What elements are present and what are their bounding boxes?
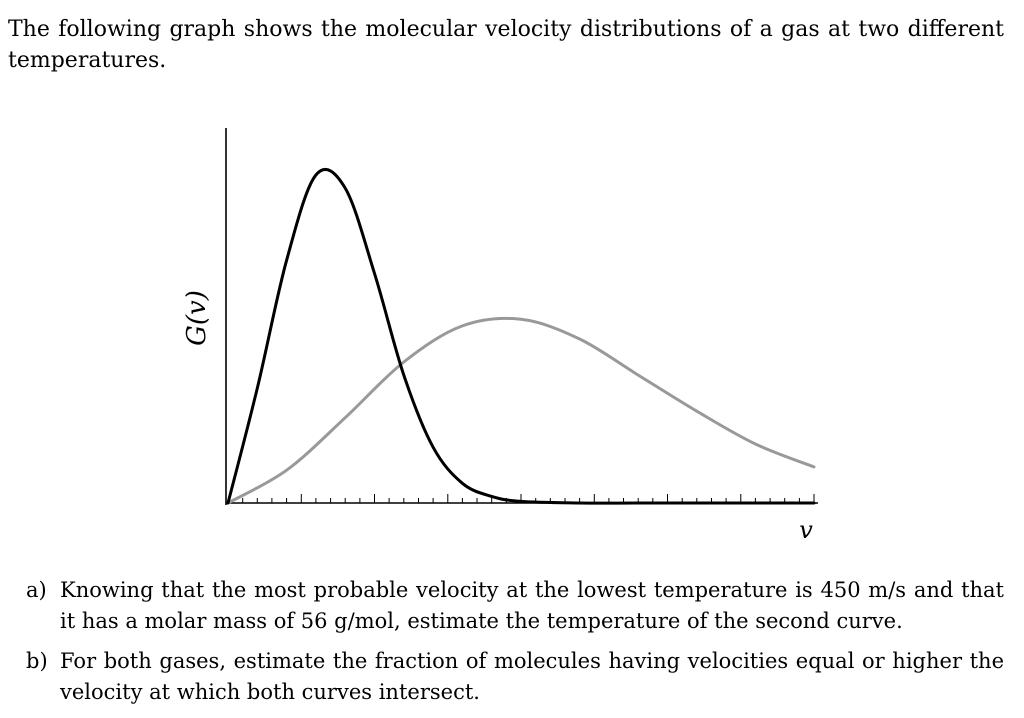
- distribution-curve-1: [226, 168, 816, 505]
- x-axis-label: v: [799, 516, 813, 544]
- question-a: a) Knowing that the most probable veloci…: [26, 575, 1004, 637]
- question-b-text: For both gases, estimate the fraction of…: [60, 649, 1004, 704]
- x-axis-ticks: [242, 494, 815, 503]
- y-axis-label: G(v): [182, 290, 212, 346]
- problem-intro: The following graph shows the molecular …: [8, 17, 1004, 73]
- question-a-label: a): [26, 578, 47, 602]
- chart-axes: [225, 128, 818, 505]
- distribution-curve-2: [226, 316, 816, 505]
- question-list: a) Knowing that the most probable veloci…: [26, 575, 1004, 717]
- question-a-text: Knowing that the most probable velocity …: [60, 578, 1004, 633]
- question-b: b) For both gases, estimate the fraction…: [26, 646, 1004, 708]
- chart-series: [226, 168, 816, 505]
- question-b-label: b): [26, 649, 48, 673]
